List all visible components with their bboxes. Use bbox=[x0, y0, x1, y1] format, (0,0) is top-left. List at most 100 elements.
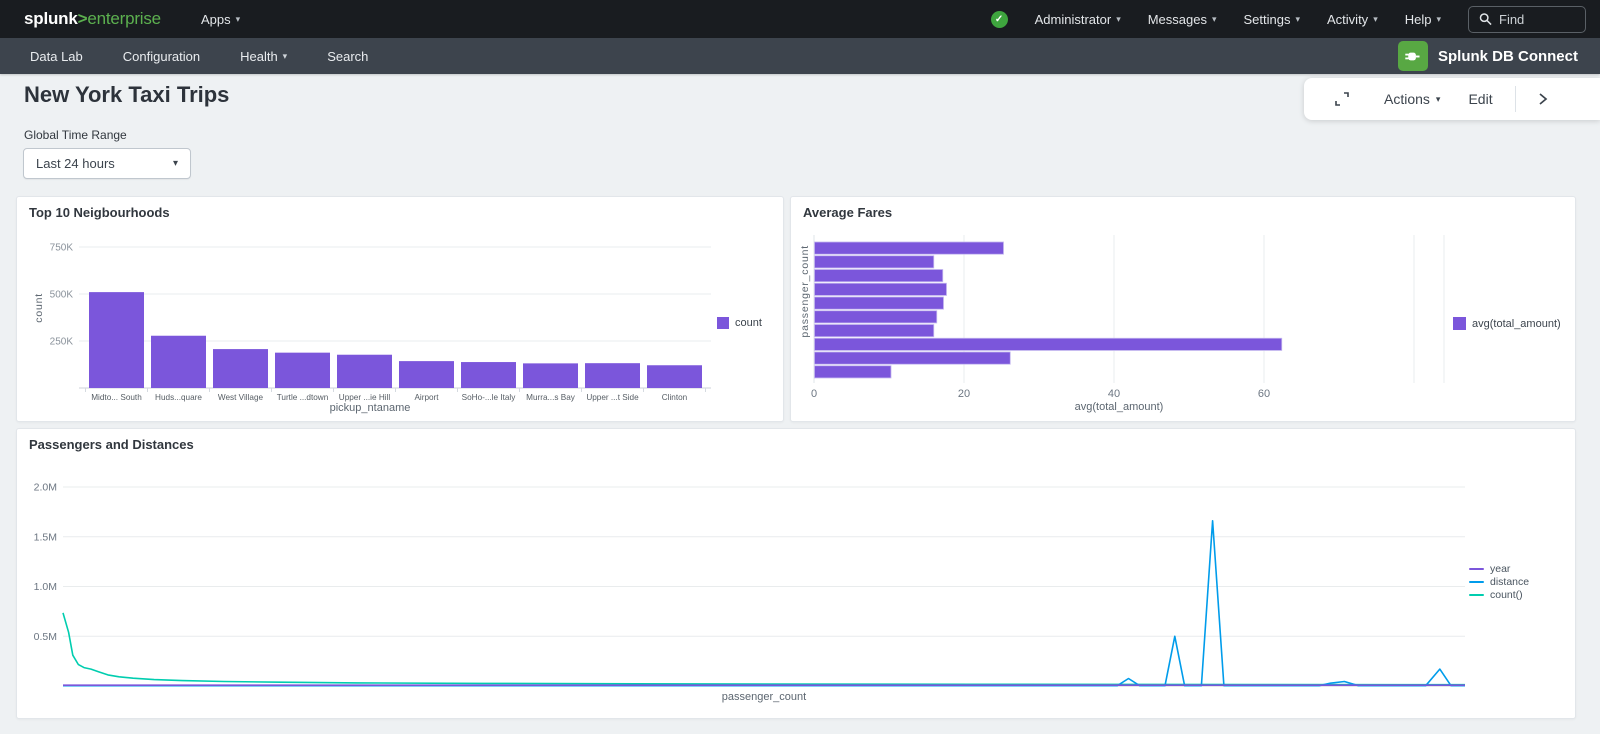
bar-passenger-count-2[interactable] bbox=[814, 269, 944, 283]
chart-passengers-distances-canvas[interactable]: 0.5M 1.0M 1.5M 2.0M bbox=[17, 429, 1575, 718]
menu-apps[interactable]: Apps ▾ bbox=[201, 12, 240, 27]
x-tick-label: 0 bbox=[811, 388, 817, 400]
nav-item-health-label: Health bbox=[240, 48, 278, 64]
logo-product-text: enterprise bbox=[87, 9, 161, 28]
fullscreen-button[interactable] bbox=[1334, 91, 1350, 107]
topnav: splunk>enterprise Apps ▾ ✓ Administrator… bbox=[0, 0, 1600, 38]
category-label: Murra...s Bay bbox=[526, 393, 576, 402]
health-status-icon[interactable]: ✓ bbox=[990, 10, 1008, 28]
dashboard-toolbar: Actions ▾ Edit bbox=[1304, 78, 1600, 120]
bar-Clinton[interactable] bbox=[647, 365, 702, 388]
bar-Upper ...ie Hill[interactable] bbox=[337, 354, 392, 388]
bar-passenger-count-0[interactable] bbox=[814, 241, 1004, 255]
menu-administrator[interactable]: Administrator ▾ bbox=[1035, 12, 1121, 27]
chart-legend: avg(total_amount) bbox=[1453, 317, 1561, 330]
search-icon bbox=[1479, 13, 1492, 26]
nav-item-configuration[interactable]: Configuration bbox=[123, 49, 200, 64]
legend-item-year[interactable]: year bbox=[1469, 563, 1529, 575]
nav-item-data-lab[interactable]: Data Lab bbox=[30, 49, 83, 64]
expand-panel-button[interactable] bbox=[1538, 91, 1548, 107]
bar-Airport[interactable] bbox=[399, 361, 454, 388]
menu-apps-label: Apps bbox=[200, 11, 231, 27]
time-range-dropdown[interactable]: Last 24 hours ▾ bbox=[23, 148, 191, 179]
menu-help[interactable]: Help ▾ bbox=[1405, 12, 1441, 27]
y-tick-label: 1.5M bbox=[34, 531, 57, 543]
legend-label: avg(total_amount) bbox=[1472, 317, 1561, 330]
edit-label: Edit bbox=[1468, 91, 1493, 107]
find-search-box[interactable] bbox=[1468, 5, 1586, 33]
menu-settings[interactable]: Settings ▾ bbox=[1244, 12, 1301, 27]
actions-button[interactable]: Actions ▾ bbox=[1384, 91, 1440, 107]
chevron-down-icon: ▾ bbox=[1435, 93, 1441, 104]
legend-item-avg-total-amount[interactable]: avg(total_amount) bbox=[1453, 317, 1561, 330]
menu-settings-label: Settings bbox=[1243, 11, 1291, 27]
legend-line-swatch bbox=[1469, 594, 1484, 596]
topnav-right: ✓ Administrator ▾ Messages ▾ Settings ▾ … bbox=[990, 5, 1586, 33]
x-axis-label: avg(total_amount) bbox=[1074, 401, 1164, 413]
legend-item-count[interactable]: count() bbox=[1469, 589, 1529, 601]
legend-item-distance[interactable]: distance bbox=[1469, 576, 1529, 588]
bar-passenger-count-7[interactable] bbox=[814, 337, 1283, 351]
time-range-label: Global Time Range bbox=[24, 128, 127, 142]
nav-item-search-label: Search bbox=[327, 48, 369, 64]
db-connect-plug-icon bbox=[1397, 41, 1428, 71]
chevron-right-icon bbox=[1539, 93, 1547, 105]
bar-Murra...s Bay[interactable] bbox=[523, 363, 578, 388]
x-axis-label: passenger_count bbox=[721, 691, 807, 703]
chevron-down-icon: ▾ bbox=[1116, 13, 1121, 24]
bar-passenger-count-6[interactable] bbox=[814, 324, 935, 338]
category-label: Turtle ...dtown bbox=[277, 393, 329, 402]
bar-passenger-count-1[interactable] bbox=[814, 255, 935, 269]
page-title: New York Taxi Trips bbox=[24, 82, 230, 107]
nav-item-search[interactable]: Search bbox=[327, 49, 368, 64]
chart-top10-canvas[interactable]: 250K 500K 750K Midto... South Huds...quare We… bbox=[25, 237, 715, 413]
chevron-down-icon: ▾ bbox=[1373, 13, 1378, 24]
legend-swatch bbox=[717, 317, 729, 329]
category-label: Huds...quare bbox=[155, 393, 202, 402]
find-search-input[interactable] bbox=[1499, 11, 1575, 27]
x-tick-label: 60 bbox=[1258, 388, 1270, 400]
bar-passenger-count-3[interactable] bbox=[814, 282, 947, 296]
line-series-count()[interactable] bbox=[62, 612, 1466, 686]
actions-label: Actions bbox=[1384, 91, 1430, 107]
menu-activity[interactable]: Activity ▾ bbox=[1327, 12, 1378, 27]
nav-item-health[interactable]: Health ▾ bbox=[240, 49, 287, 64]
chart-legend: year distance count() bbox=[1469, 563, 1529, 601]
chevron-down-icon: ▾ bbox=[1211, 13, 1217, 24]
bar-passenger-count-9[interactable] bbox=[814, 365, 892, 379]
edit-button[interactable]: Edit bbox=[1468, 91, 1492, 107]
legend-label: year bbox=[1490, 563, 1511, 575]
category-label: Upper ...ie Hill bbox=[339, 393, 391, 402]
bar-SoHo-...le Italy[interactable] bbox=[461, 362, 516, 388]
chart-average-fares-canvas[interactable]: 0 20 40 60 bbox=[799, 231, 1463, 411]
menu-messages[interactable]: Messages ▾ bbox=[1148, 12, 1217, 27]
chart-legend: count bbox=[717, 317, 762, 329]
bar-Upper ...t Side[interactable] bbox=[585, 363, 640, 388]
nav-item-configuration-label: Configuration bbox=[122, 48, 201, 64]
menu-activity-label: Activity bbox=[1327, 11, 1369, 27]
splunk-logo[interactable]: splunk>enterprise bbox=[24, 9, 161, 29]
category-label: SoHo-...le Italy bbox=[462, 393, 517, 402]
line-series-distance[interactable] bbox=[63, 520, 1465, 687]
chevron-down-icon: ▾ bbox=[235, 13, 241, 24]
legend-label: count bbox=[735, 317, 762, 329]
panel-passengers-distances: Passengers and Distances 0.5M 1.0M 1.5M 2.0… bbox=[16, 428, 1576, 719]
bar-passenger-count-5[interactable] bbox=[814, 310, 938, 324]
fullscreen-icon bbox=[1335, 92, 1349, 106]
bar-Midto... South[interactable] bbox=[89, 292, 144, 388]
legend-line-swatch bbox=[1469, 568, 1484, 570]
menu-administrator-label: Administrator bbox=[1034, 11, 1112, 27]
app-identity[interactable]: Splunk DB Connect bbox=[1397, 41, 1578, 71]
bar-Turtle ...dtown[interactable] bbox=[275, 352, 330, 388]
legend-item-count[interactable]: count bbox=[717, 317, 762, 329]
bar-passenger-count-8[interactable] bbox=[814, 351, 1011, 365]
bar-passenger-count-4[interactable] bbox=[814, 296, 944, 310]
panel-title: Top 10 Neigbourhoods bbox=[29, 205, 170, 220]
bar-Huds...quare[interactable] bbox=[151, 335, 206, 388]
panel-top10-neighbourhoods: Top 10 Neigbourhoods count 250K 500K 750K M… bbox=[16, 196, 784, 422]
panel-average-fares: Average Fares passenger_count 0 20 40 60 av… bbox=[790, 196, 1576, 422]
logo-splunk-text: splunk bbox=[24, 9, 78, 28]
bar-West Village[interactable] bbox=[213, 349, 268, 388]
category-label: Upper ...t Side bbox=[586, 393, 639, 402]
